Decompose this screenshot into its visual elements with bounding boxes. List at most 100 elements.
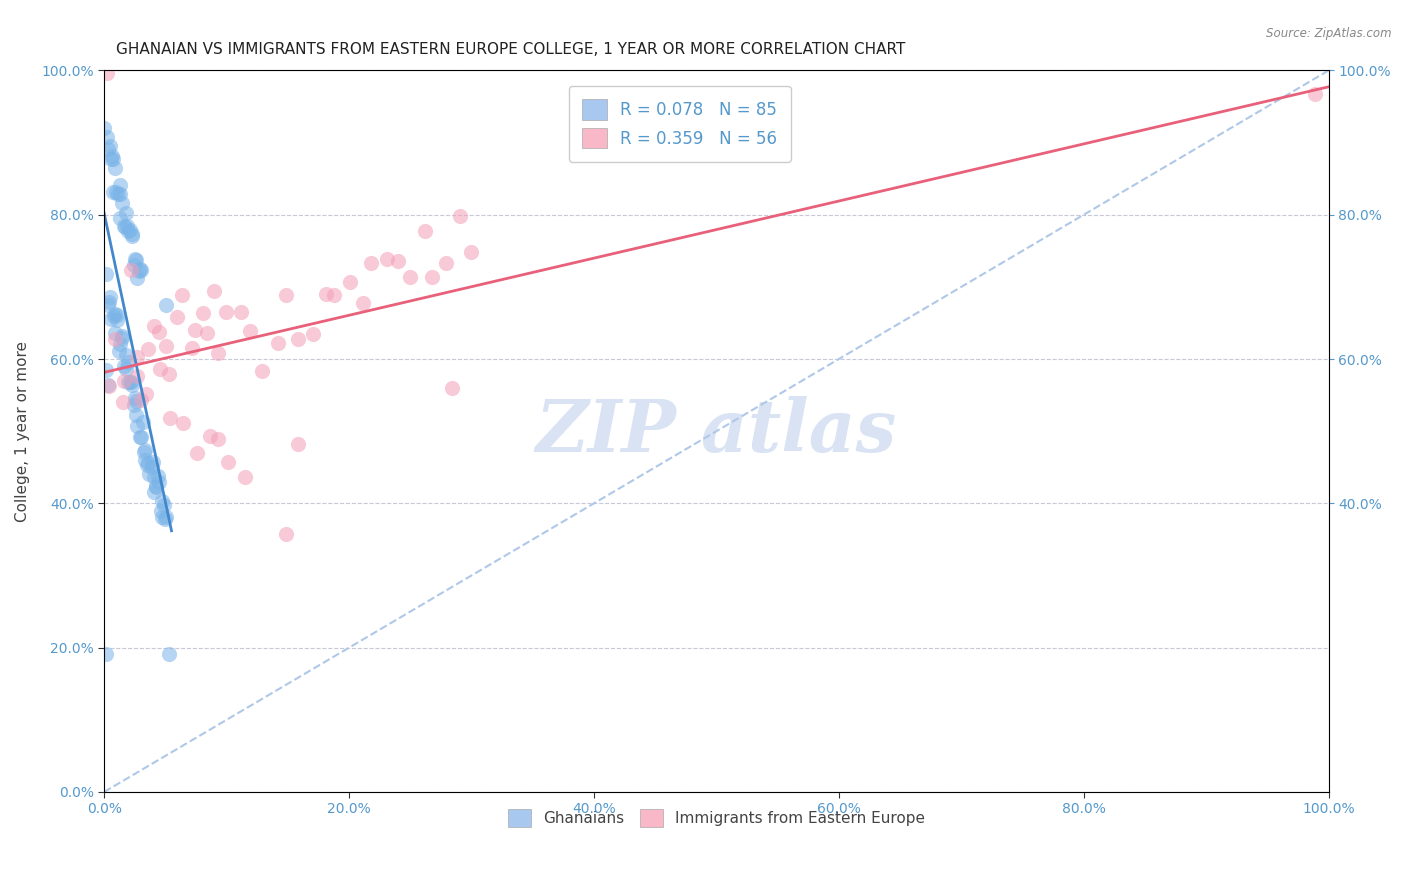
- Ghanaians: [104, 326, 127, 340]
- Immigrants from Eastern Europe: [195, 326, 218, 340]
- Immigrants from Eastern Europe: [184, 323, 207, 337]
- Immigrants from Eastern Europe: [166, 310, 188, 324]
- Y-axis label: College, 1 year or more: College, 1 year or more: [15, 341, 30, 522]
- Immigrants from Eastern Europe: [229, 305, 252, 319]
- Ghanaians: [97, 294, 120, 309]
- Immigrants from Eastern Europe: [302, 326, 325, 341]
- Ghanaians: [117, 219, 139, 234]
- Ghanaians: [100, 152, 122, 166]
- Ghanaians: [108, 187, 131, 202]
- Immigrants from Eastern Europe: [96, 65, 118, 79]
- Ghanaians: [134, 452, 156, 467]
- Immigrants from Eastern Europe: [112, 394, 135, 409]
- Ghanaians: [107, 343, 129, 358]
- Ghanaians: [112, 219, 135, 233]
- Ghanaians: [112, 359, 135, 373]
- Immigrants from Eastern Europe: [460, 245, 482, 260]
- Ghanaians: [120, 375, 142, 389]
- Ghanaians: [150, 510, 173, 524]
- Ghanaians: [120, 376, 142, 390]
- Immigrants from Eastern Europe: [375, 252, 398, 266]
- Ghanaians: [107, 186, 129, 201]
- Ghanaians: [155, 298, 177, 312]
- Ghanaians: [104, 307, 127, 321]
- Ghanaians: [94, 647, 117, 661]
- Immigrants from Eastern Europe: [129, 393, 152, 408]
- Ghanaians: [124, 391, 146, 405]
- Immigrants from Eastern Europe: [98, 378, 121, 392]
- Immigrants from Eastern Europe: [170, 287, 193, 301]
- Ghanaians: [145, 479, 167, 493]
- Immigrants from Eastern Europe: [155, 339, 177, 353]
- Ghanaians: [121, 229, 143, 244]
- Ghanaians: [148, 475, 170, 489]
- Legend: Ghanaians, Immigrants from Eastern Europe: Ghanaians, Immigrants from Eastern Europ…: [501, 801, 932, 835]
- Immigrants from Eastern Europe: [449, 209, 471, 223]
- Immigrants from Eastern Europe: [352, 296, 374, 310]
- Ghanaians: [138, 467, 160, 481]
- Ghanaians: [111, 331, 134, 345]
- Ghanaians: [138, 456, 160, 470]
- Ghanaians: [157, 647, 180, 661]
- Immigrants from Eastern Europe: [287, 332, 309, 346]
- Ghanaians: [153, 512, 176, 526]
- Immigrants from Eastern Europe: [135, 386, 157, 401]
- Ghanaians: [128, 264, 150, 278]
- Immigrants from Eastern Europe: [186, 446, 208, 460]
- Ghanaians: [129, 262, 152, 277]
- Immigrants from Eastern Europe: [440, 381, 463, 395]
- Immigrants from Eastern Europe: [198, 428, 221, 442]
- Immigrants from Eastern Europe: [191, 306, 214, 320]
- Ghanaians: [129, 430, 152, 444]
- Ghanaians: [105, 313, 128, 327]
- Ghanaians: [155, 510, 177, 524]
- Ghanaians: [101, 152, 124, 166]
- Immigrants from Eastern Europe: [202, 284, 225, 298]
- Text: ZIP atlas: ZIP atlas: [536, 396, 897, 467]
- Immigrants from Eastern Europe: [215, 305, 238, 319]
- Immigrants from Eastern Europe: [207, 432, 229, 446]
- Immigrants from Eastern Europe: [157, 367, 180, 381]
- Ghanaians: [100, 312, 122, 326]
- Immigrants from Eastern Europe: [387, 254, 409, 268]
- Immigrants from Eastern Europe: [252, 364, 274, 378]
- Immigrants from Eastern Europe: [287, 436, 309, 450]
- Ghanaians: [110, 211, 132, 225]
- Immigrants from Eastern Europe: [1303, 87, 1326, 101]
- Ghanaians: [97, 298, 120, 312]
- Immigrants from Eastern Europe: [120, 263, 142, 277]
- Immigrants from Eastern Europe: [143, 318, 166, 333]
- Ghanaians: [111, 329, 134, 343]
- Ghanaians: [103, 310, 125, 324]
- Ghanaians: [108, 178, 131, 192]
- Immigrants from Eastern Europe: [125, 351, 148, 365]
- Immigrants from Eastern Europe: [233, 470, 256, 484]
- Ghanaians: [127, 271, 149, 285]
- Ghanaians: [150, 504, 173, 518]
- Text: Source: ZipAtlas.com: Source: ZipAtlas.com: [1267, 27, 1392, 40]
- Ghanaians: [129, 263, 152, 277]
- Ghanaians: [122, 398, 145, 412]
- Immigrants from Eastern Europe: [399, 269, 422, 284]
- Text: GHANAIAN VS IMMIGRANTS FROM EASTERN EUROPE COLLEGE, 1 YEAR OR MORE CORRELATION C: GHANAIAN VS IMMIGRANTS FROM EASTERN EURO…: [117, 42, 905, 57]
- Immigrants from Eastern Europe: [172, 416, 194, 430]
- Immigrants from Eastern Europe: [217, 455, 239, 469]
- Ghanaians: [98, 138, 121, 153]
- Ghanaians: [94, 363, 117, 377]
- Immigrants from Eastern Europe: [360, 255, 382, 269]
- Ghanaians: [98, 290, 121, 304]
- Ghanaians: [97, 377, 120, 392]
- Immigrants from Eastern Europe: [413, 225, 436, 239]
- Ghanaians: [131, 415, 153, 429]
- Ghanaians: [134, 444, 156, 458]
- Ghanaians: [125, 393, 148, 408]
- Ghanaians: [105, 308, 128, 322]
- Ghanaians: [105, 186, 128, 200]
- Ghanaians: [115, 206, 138, 220]
- Ghanaians: [145, 479, 167, 493]
- Ghanaians: [141, 459, 163, 474]
- Ghanaians: [122, 258, 145, 272]
- Immigrants from Eastern Europe: [239, 324, 262, 338]
- Ghanaians: [125, 409, 148, 423]
- Ghanaians: [150, 494, 173, 508]
